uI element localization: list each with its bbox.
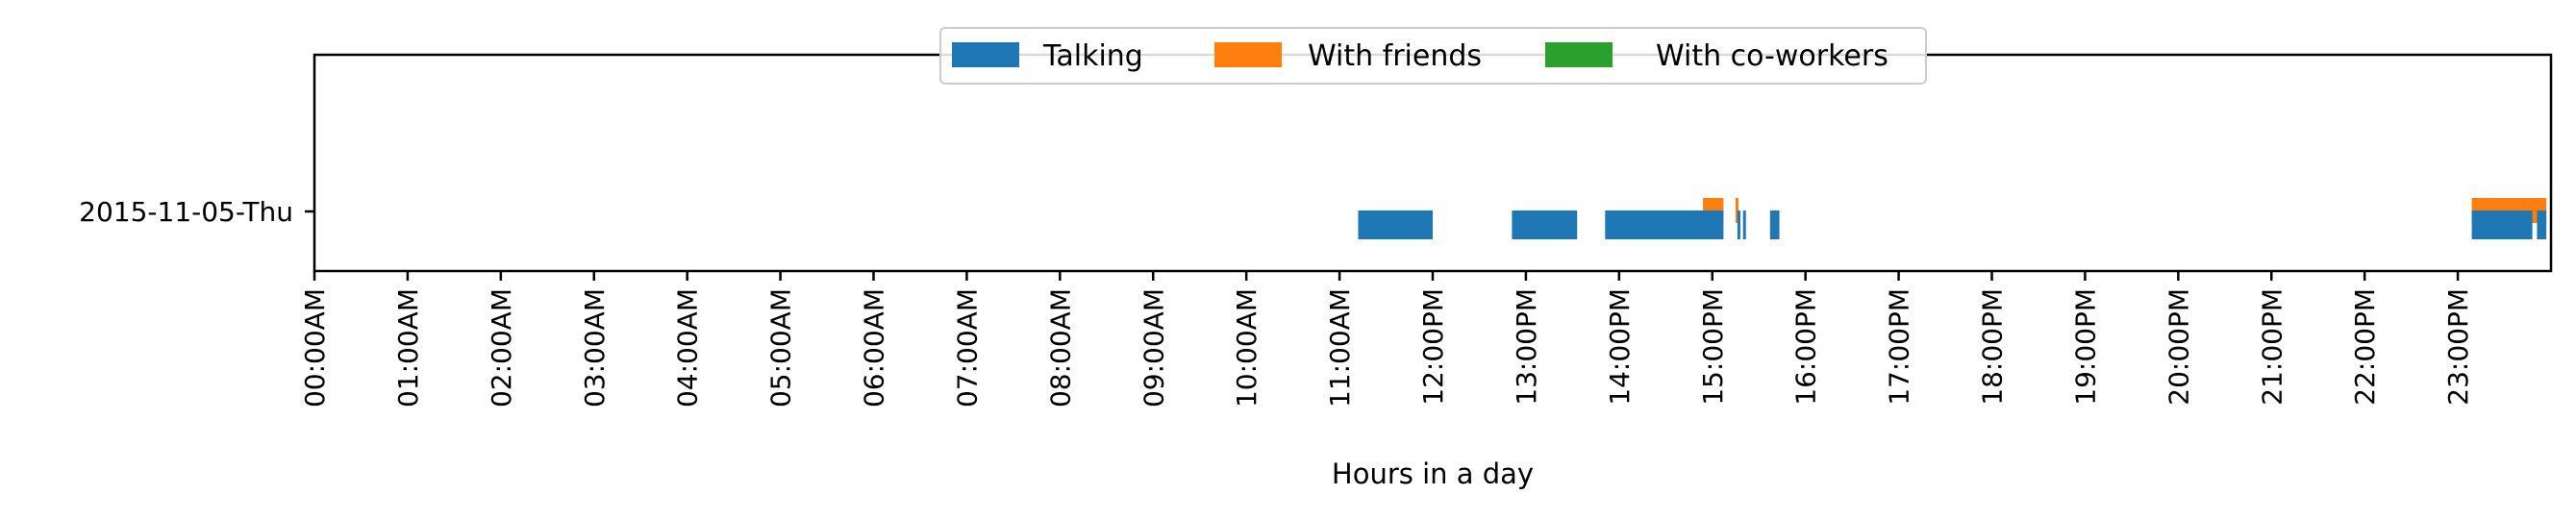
- x-tick-label: 07:00AM: [951, 288, 983, 408]
- x-tick-label: 19:00PM: [2069, 288, 2101, 406]
- x-tick-label: 08:00AM: [1044, 288, 1076, 408]
- bar-talking-4: [1742, 210, 1746, 239]
- x-tick-label: 09:00AM: [1138, 288, 1169, 408]
- legend-swatch-with-friends: [1214, 42, 1282, 67]
- bar-with-friends-1: [1735, 198, 1738, 223]
- x-tick-label: 17:00PM: [1884, 288, 1915, 406]
- legend-label-with-friends: With friends: [1308, 39, 1482, 73]
- x-tick-label: 05:00AM: [765, 288, 797, 408]
- legend-label-with-co-workers: With co-workers: [1656, 39, 1888, 73]
- x-axis: 00:00AM 01:00AM 02:00AM 03:00AM 04:00AM 05:00…: [299, 271, 2474, 408]
- bar-talking-3: [1737, 210, 1740, 239]
- chart-bars: [1358, 198, 2547, 239]
- x-tick-label: 00:00AM: [299, 288, 331, 408]
- bar-talking-6: [2471, 210, 2533, 239]
- x-tick-label: 12:00PM: [1417, 288, 1449, 406]
- x-tick-label: 01:00AM: [392, 288, 424, 408]
- y-tick-label: 2015-11-05-Thu: [79, 196, 293, 228]
- bar-talking-5: [1769, 210, 1780, 239]
- legend-box: [939, 27, 1927, 85]
- x-tick-label: 21:00PM: [2256, 288, 2288, 406]
- x-tick-label: 13:00PM: [1511, 288, 1542, 406]
- x-tick-label: 04:00AM: [672, 288, 704, 408]
- x-tick-label: 23:00PM: [2442, 288, 2474, 406]
- bar-talking-2: [1605, 210, 1724, 239]
- x-tick-label: 10:00AM: [1231, 288, 1263, 408]
- x-axis-label: Hours in a day: [1332, 457, 1534, 490]
- y-axis: 2015-11-05-Thu: [79, 196, 314, 228]
- bar-talking-7: [2537, 210, 2547, 239]
- x-tick-label: 06:00AM: [859, 288, 890, 408]
- legend: Talking With friends With co-workers: [939, 27, 1927, 85]
- legend-label-talking: Talking: [1042, 39, 1143, 73]
- x-tick-label: 11:00AM: [1324, 288, 1356, 408]
- x-tick-label: 14:00PM: [1604, 288, 1636, 406]
- x-tick-label: 20:00PM: [2163, 288, 2194, 406]
- legend-swatch-with-co-workers: [1545, 42, 1613, 67]
- x-tick-label: 03:00AM: [579, 288, 611, 408]
- x-tick-label: 02:00AM: [486, 288, 517, 408]
- bar-talking-0: [1358, 210, 1433, 239]
- x-tick-label: 16:00PM: [1790, 288, 1822, 406]
- bar-talking-1: [1512, 210, 1578, 239]
- x-tick-label: 18:00PM: [1977, 288, 2009, 406]
- legend-swatch-talking: [952, 42, 1019, 67]
- x-tick-label: 15:00PM: [1697, 288, 1729, 406]
- x-tick-label: 22:00PM: [2349, 288, 2381, 406]
